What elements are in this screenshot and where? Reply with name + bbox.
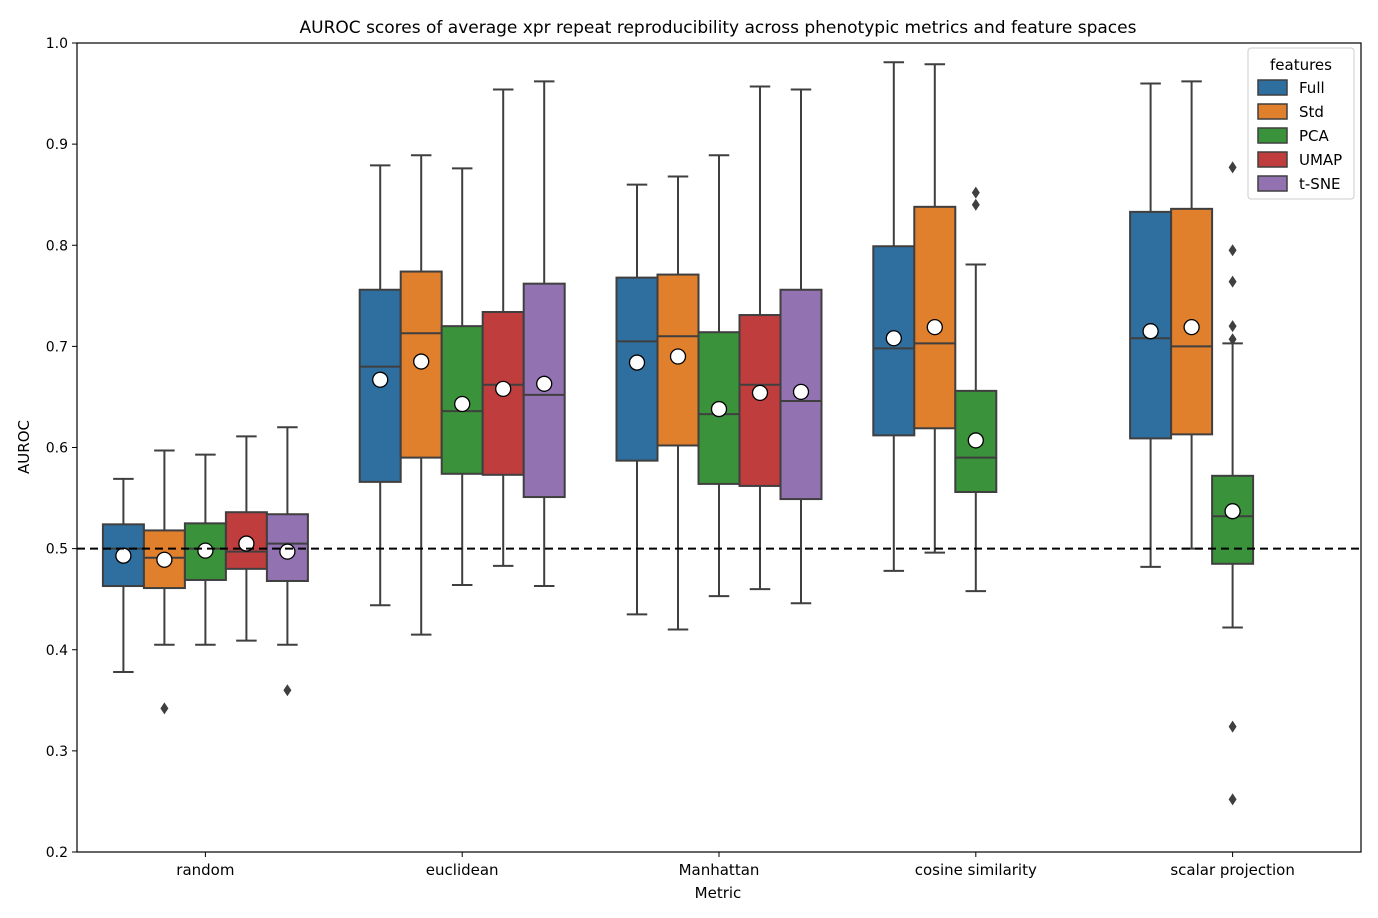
x-tick-label: Manhattan [679, 861, 760, 879]
box-outlier [971, 186, 980, 199]
box-mean-marker [710, 400, 728, 418]
box-outlier [1228, 793, 1237, 806]
box-outlier [1228, 275, 1237, 288]
box-outlier [283, 684, 292, 697]
box-mean-marker [238, 535, 255, 552]
box-outlier [1228, 720, 1237, 733]
legend-swatch [1257, 175, 1288, 192]
box-mean-marker [628, 354, 646, 371]
box-mean-marker [536, 375, 553, 392]
x-axis-label: Metric [695, 884, 742, 902]
box-iqr [440, 325, 484, 475]
legend: features Full Std PCA UMAP t-SNE [1247, 47, 1355, 200]
y-tick-label: 0.2 [46, 845, 68, 861]
box-mean-marker [751, 384, 769, 402]
x-tick-label: random [176, 861, 234, 879]
y-tick-label: 0.4 [46, 643, 68, 659]
legend-label: PCA [1299, 127, 1330, 145]
box-iqr [913, 205, 957, 430]
box-mean-marker [372, 371, 389, 388]
box-mean-marker [1224, 503, 1241, 520]
y-tick-label: 1.0 [46, 36, 68, 52]
y-tick-label: 0.6 [46, 441, 68, 457]
box-mean-marker [495, 380, 512, 397]
box-mean-marker [413, 353, 430, 370]
chart-title: AUROC scores of average xpr repeat repro… [300, 18, 1137, 38]
box-mean-marker [279, 543, 296, 560]
box-mean-marker [1183, 319, 1200, 336]
box-outlier [160, 702, 169, 715]
x-tick-label: euclidean [426, 861, 499, 879]
box-mean-marker [792, 383, 810, 401]
legend-swatch [1257, 103, 1288, 120]
box-mean-marker [1142, 323, 1159, 340]
plot-area: 0.2 0.3 0.4 0.5 0.6 0.7 0.8 0.9 1.0 random euclide… [46, 36, 1362, 879]
box-mean-marker [156, 551, 173, 568]
legend-swatch [1257, 79, 1288, 96]
x-tick-label: scalar projection [1170, 861, 1294, 879]
x-tick-label: cosine similarity [915, 861, 1037, 879]
box-iqr [1211, 474, 1255, 565]
legend-label: UMAP [1299, 151, 1342, 169]
legend-label: Std [1299, 103, 1324, 121]
box-outlier [971, 198, 980, 211]
box-mean-marker [926, 319, 943, 336]
legend-swatch [1257, 127, 1288, 144]
legend-label: Full [1299, 79, 1325, 97]
box-mean-marker [454, 395, 471, 413]
y-tick-label: 0.3 [46, 744, 68, 760]
y-tick-label: 0.7 [46, 339, 68, 355]
box-outlier [1228, 333, 1237, 346]
box-outlier [1228, 161, 1237, 174]
box-outlier [1228, 244, 1237, 257]
y-axis-label: AUROC [15, 420, 33, 474]
y-tick-label: 0.8 [46, 238, 68, 254]
box-iqr [522, 282, 566, 499]
legend-title: features [1270, 56, 1332, 74]
axes-frame [76, 42, 1362, 853]
legend-swatch [1257, 151, 1288, 168]
box-mean-marker [669, 348, 687, 365]
box-mean-marker [885, 330, 902, 347]
y-tick-label: 0.5 [46, 542, 68, 558]
box-mean-marker [967, 432, 984, 449]
box-mean-marker [197, 542, 214, 559]
legend-label: t-SNE [1299, 175, 1341, 193]
y-tick-label: 0.9 [46, 137, 68, 153]
box-mean-marker [115, 547, 132, 564]
box-outlier [1228, 320, 1237, 333]
